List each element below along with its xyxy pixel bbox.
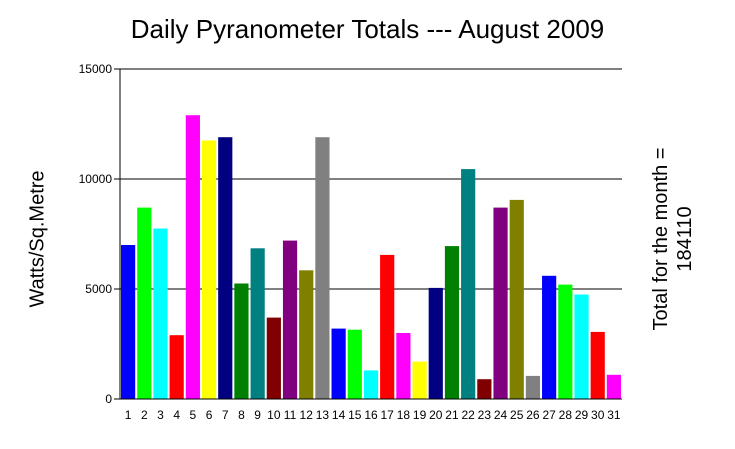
x-tick-label: 30 [591, 408, 605, 422]
x-tick-label: 16 [364, 408, 378, 422]
x-tick-label: 14 [332, 408, 346, 422]
bar-day-7 [218, 137, 233, 399]
y-tick-labels: 0 5000 10000 15000 [79, 62, 113, 406]
x-tick-label: 12 [300, 408, 314, 422]
bar-day-5 [185, 115, 200, 399]
bar-day-20 [428, 287, 443, 399]
x-tick-label: 9 [254, 408, 261, 422]
x-tick-label: 27 [542, 408, 556, 422]
bar-day-2 [137, 207, 152, 399]
bar-day-31 [606, 374, 621, 399]
bar-day-13 [315, 137, 330, 399]
bar-day-11 [282, 240, 298, 399]
bar-day-16 [363, 370, 379, 399]
x-tick-label: 28 [559, 408, 573, 422]
x-tick-label: 4 [173, 408, 180, 422]
bar-day-8 [234, 283, 249, 399]
x-tick-label: 1 [125, 408, 132, 422]
bar-day-22 [461, 169, 476, 399]
bar-day-12 [299, 270, 314, 399]
bar-day-21 [444, 246, 460, 399]
x-tick-label: 19 [413, 408, 427, 422]
x-tick-label: 23 [478, 408, 492, 422]
x-tick-label: 26 [526, 408, 540, 422]
x-tick-label: 5 [190, 408, 197, 422]
bar-day-9 [250, 248, 265, 399]
bar-day-24 [493, 207, 508, 399]
bar-day-25 [509, 199, 524, 399]
x-tick-label: 11 [284, 408, 297, 422]
bar-day-6 [201, 140, 217, 399]
bar-day-4 [169, 335, 184, 399]
x-tick-label: 2 [141, 408, 148, 422]
x-tick-label: 18 [397, 408, 411, 422]
bar-day-14 [331, 328, 346, 399]
x-tick-label: 25 [510, 408, 524, 422]
x-tick-label: 29 [575, 408, 589, 422]
y-tick-label: 5000 [85, 282, 112, 296]
axes [114, 68, 622, 400]
bar-day-28 [558, 284, 573, 399]
bar-day-15 [347, 329, 362, 399]
bar-day-18 [396, 333, 411, 399]
y-tick-label: 0 [105, 392, 112, 406]
x-tick-label: 10 [267, 408, 281, 422]
y-tick-label: 15000 [79, 62, 113, 76]
bar-day-26 [525, 375, 541, 399]
x-tick-label: 6 [206, 408, 213, 422]
bar-day-19 [412, 361, 427, 399]
x-tick-label: 3 [157, 408, 164, 422]
x-tick-label: 21 [445, 408, 459, 422]
x-tick-label: 31 [607, 408, 621, 422]
x-tick-label: 24 [494, 408, 508, 422]
bar-day-27 [542, 275, 557, 399]
x-tick-label: 15 [348, 408, 362, 422]
bar-day-3 [153, 228, 168, 399]
bar-day-29 [574, 294, 589, 399]
x-tick-labels: 1 2 3 4 5 6 7 8 9 10 11 12 13 14 15 16 17 18 19 20 21 22 23 24 2… [125, 408, 621, 422]
bar-day-23 [477, 379, 492, 399]
chart-title: Daily Pyranometer Totals --- August 2009 [130, 14, 605, 44]
bar-day-10 [266, 317, 281, 399]
bar-day-17 [380, 254, 395, 399]
x-tick-label: 7 [222, 408, 229, 422]
x-tick-label: 8 [238, 408, 245, 422]
x-tick-label: 17 [381, 408, 395, 422]
bar-day-30 [590, 331, 605, 399]
x-tick-label: 22 [461, 408, 475, 422]
x-tick-label: 13 [316, 408, 330, 422]
x-tick-label: 20 [429, 408, 443, 422]
y-tick-label: 10000 [79, 172, 113, 186]
bar-day-1 [121, 245, 136, 399]
bars [121, 115, 621, 399]
